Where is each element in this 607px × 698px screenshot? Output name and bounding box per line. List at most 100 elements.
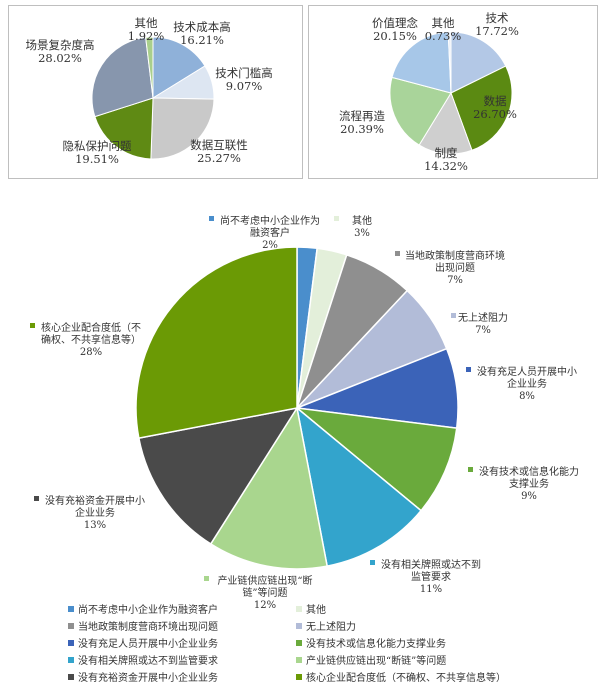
legend-item-10: 核心企业配合度低（不确权、不共享信息等）	[306, 671, 506, 684]
pie2-slice-6	[447, 31, 452, 94]
pie1-slice-5	[91, 36, 154, 118]
pie2-value-5: 20.15%	[373, 29, 417, 43]
pie3-value-3: 7%	[447, 275, 463, 286]
pie2-slice-2	[450, 65, 513, 151]
pie3-value-5: 8%	[519, 391, 535, 402]
legend-item-7: 没有相关牌照或达不到监管要求	[78, 654, 218, 667]
pie3-label-marker-7	[370, 560, 375, 565]
legend-item-9: 没有充裕资金开展中小企业业务	[78, 671, 218, 684]
pie3-label-9-line-1: 没有充裕资金开展中小	[45, 494, 145, 507]
pie2-value-6: 0.73%	[425, 29, 462, 43]
pie2-slice-5	[391, 31, 452, 94]
pie3-value-7: 11%	[420, 584, 442, 595]
pie3-label-7-line-1: 没有相关牌照或达不到	[381, 558, 481, 571]
pie3-value-4: 7%	[475, 325, 491, 336]
pie3-label-5-line-1: 没有充足人员开展中小	[477, 365, 577, 378]
pie1-value-5: 28.02%	[38, 51, 82, 65]
pie3-label-3-line-2: 出现问题	[435, 261, 475, 274]
pie2-label-6: 其他	[432, 16, 455, 30]
legend-swatch-8	[296, 657, 302, 663]
pie3-label-2-line-1: 其他	[352, 214, 372, 227]
legend-item-3: 当地政策制度营商环境出现问题	[78, 620, 218, 633]
legend-item-6: 没有技术或信息化能力支撑业务	[306, 637, 446, 650]
pie1-label-2: 技术门槛高	[215, 66, 273, 80]
pie3-label-3-line-1: 当地政策制度营商环境	[405, 249, 505, 262]
pie3-label-7-line-2: 监管要求	[411, 570, 451, 583]
legend-item-4: 无上述阻力	[306, 620, 356, 633]
pie1-slice-3	[150, 97, 215, 160]
pie1-label-6: 其他	[135, 16, 158, 30]
pie3-slice-7	[295, 406, 423, 568]
pie1-label-3: 数据互联性	[190, 138, 248, 152]
pie2-value-3: 14.32%	[424, 159, 468, 173]
pie3-label-marker-3	[395, 251, 400, 256]
legend-swatch-7	[68, 657, 74, 663]
pie2-label-5: 价值理念	[372, 16, 418, 30]
legend-item-5: 没有充足人员开展中小企业业务	[78, 637, 218, 650]
pie3-label-1-line-2: 融资客户	[250, 226, 290, 239]
pie2-value-1: 17.72%	[475, 24, 519, 38]
legend-item-1: 尚不考虑中小企业作为融资客户	[78, 603, 218, 616]
pie3-label-5-line-2: 企业业务	[507, 377, 547, 390]
legend-item-2: 其他	[306, 603, 326, 616]
pie1-value-6: 1.92%	[128, 29, 165, 43]
pie3-label-8-line-2: 链”等问题	[242, 586, 287, 599]
pie1-value-4: 19.51%	[75, 152, 119, 166]
pie3-value-10: 28%	[80, 347, 102, 358]
pie1-slice-6	[145, 36, 154, 99]
legend-swatch-1	[68, 606, 74, 612]
pie3-label-marker-4	[451, 313, 456, 318]
pie3-label-6-line-1: 没有技术或信息化能力	[479, 465, 579, 478]
pie2-value-2: 26.70%	[473, 107, 517, 121]
pie1-value-1: 16.21%	[180, 33, 224, 47]
pie1-label-4: 隐私保护问题	[63, 139, 132, 153]
legend-swatch-5	[68, 640, 74, 646]
pie2-label-2: 数据	[484, 94, 507, 108]
pie3-label-marker-2	[334, 216, 339, 221]
pie3-value-1: 2%	[262, 240, 278, 251]
legend-swatch-3	[68, 623, 74, 629]
pie1-slice-1	[152, 36, 206, 99]
pie3-label-9-line-2: 企业业务	[75, 506, 115, 519]
legend-swatch-9	[68, 674, 74, 680]
pie3-label-marker-8	[204, 576, 209, 581]
pie3-label-marker-1	[209, 216, 214, 221]
pie1-value-2: 9.07%	[226, 79, 263, 93]
pie3-slice-6	[294, 406, 458, 512]
pie3-label-marker-6	[468, 467, 473, 472]
pie1-value-3: 25.27%	[197, 151, 241, 165]
pie3-label-8-line-1: 产业链供应链出现“断	[217, 574, 312, 587]
pie3-label-1-line-1: 尚不考虑中小企业作为	[220, 214, 320, 227]
pie3-label-10-line-2: 确权、不共享信息等）	[41, 333, 141, 346]
pie3-slice-8	[209, 405, 329, 570]
pie3-label-marker-5	[466, 367, 471, 372]
pie2-value-4: 20.39%	[340, 122, 384, 136]
pie1-label-1: 技术成本高	[173, 20, 231, 34]
pie2-slice-4	[389, 76, 452, 146]
legend-swatch-6	[296, 640, 302, 646]
pie3-label-10-line-1: 核心企业配合度低（不	[41, 321, 141, 334]
pie1-slice-4	[94, 97, 154, 160]
pie3-label-marker-10	[30, 323, 35, 328]
legend-swatch-4	[296, 623, 302, 629]
pie3-label-4-line-1: 无上述阻力	[458, 311, 508, 324]
legend-swatch-2	[296, 606, 302, 612]
pie3-label-6-line-2: 支撑业务	[509, 477, 549, 490]
pie3-value-6: 9%	[521, 491, 537, 502]
pie3-value-8: 12%	[254, 600, 276, 611]
legend-item-8: 产业链供应链出现“断链”等问题	[306, 654, 446, 667]
pie2-slice-3	[418, 91, 473, 155]
pie3-value-9: 13%	[84, 520, 106, 531]
pie3-slice-9	[137, 406, 299, 545]
pie1-label-5: 场景复杂度高	[26, 38, 95, 52]
pie2-slice-1	[450, 31, 507, 94]
pie3-label-marker-9	[34, 496, 39, 501]
pie3-slice-10	[135, 246, 298, 440]
legend-swatch-10	[296, 674, 302, 680]
pie3-value-2: 3%	[354, 228, 370, 239]
pie2-label-4: 流程再造	[339, 109, 385, 123]
pie2-label-3: 制度	[435, 146, 458, 160]
pie2-label-1: 技术	[486, 11, 509, 25]
